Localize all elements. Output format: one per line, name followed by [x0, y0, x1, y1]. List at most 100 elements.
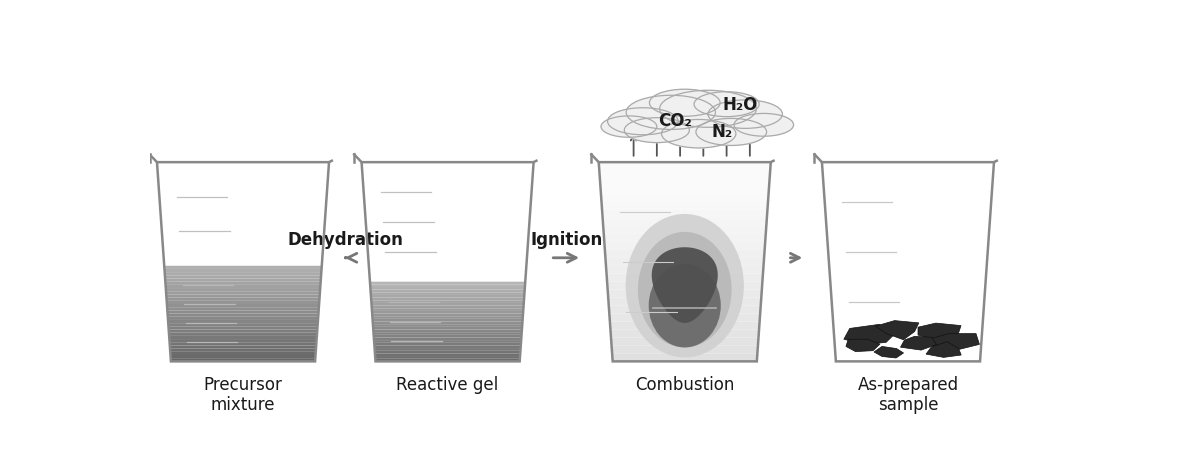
Polygon shape [166, 288, 320, 291]
Polygon shape [166, 291, 320, 294]
Polygon shape [612, 346, 758, 353]
Polygon shape [168, 326, 318, 329]
Polygon shape [900, 336, 936, 350]
Polygon shape [167, 298, 319, 301]
Polygon shape [605, 242, 766, 250]
Polygon shape [166, 279, 320, 282]
Polygon shape [164, 272, 322, 275]
Circle shape [601, 116, 656, 137]
Polygon shape [600, 178, 769, 186]
Polygon shape [374, 348, 521, 351]
Polygon shape [601, 202, 768, 210]
Polygon shape [371, 290, 524, 292]
Polygon shape [372, 305, 523, 308]
Text: CO₂: CO₂ [659, 112, 692, 130]
Polygon shape [607, 282, 762, 290]
Polygon shape [371, 295, 524, 298]
Circle shape [734, 114, 793, 136]
Polygon shape [372, 319, 523, 322]
Polygon shape [611, 337, 758, 346]
Polygon shape [374, 351, 521, 353]
Polygon shape [372, 314, 523, 316]
Polygon shape [164, 269, 322, 272]
Text: Combustion: Combustion [635, 376, 734, 394]
Polygon shape [610, 314, 760, 322]
Polygon shape [374, 353, 521, 356]
Circle shape [694, 92, 760, 116]
Polygon shape [608, 298, 761, 305]
Polygon shape [610, 322, 760, 329]
Polygon shape [170, 346, 316, 349]
Polygon shape [600, 186, 769, 194]
Circle shape [661, 120, 736, 148]
Polygon shape [373, 329, 522, 332]
Polygon shape [604, 234, 766, 242]
Ellipse shape [625, 214, 744, 358]
Polygon shape [374, 346, 521, 348]
Polygon shape [166, 285, 320, 288]
Circle shape [626, 95, 715, 129]
Polygon shape [170, 358, 316, 361]
Polygon shape [373, 335, 522, 337]
Polygon shape [606, 266, 763, 274]
Polygon shape [599, 170, 770, 178]
Polygon shape [370, 282, 526, 284]
Polygon shape [376, 356, 520, 359]
Polygon shape [601, 194, 768, 202]
Polygon shape [372, 316, 523, 319]
Polygon shape [164, 266, 322, 269]
Polygon shape [370, 284, 526, 287]
Polygon shape [606, 274, 763, 282]
Polygon shape [371, 300, 524, 303]
Polygon shape [602, 210, 768, 218]
Polygon shape [929, 334, 979, 349]
Text: Ignition: Ignition [530, 231, 602, 249]
Polygon shape [168, 320, 318, 323]
Polygon shape [373, 324, 522, 327]
Polygon shape [374, 340, 521, 343]
Polygon shape [168, 314, 318, 317]
Polygon shape [169, 329, 317, 333]
Polygon shape [371, 287, 524, 290]
Circle shape [708, 100, 782, 128]
Circle shape [607, 108, 678, 135]
Polygon shape [602, 218, 767, 226]
Polygon shape [169, 336, 317, 339]
Polygon shape [611, 329, 760, 337]
Polygon shape [604, 226, 767, 234]
Polygon shape [164, 275, 322, 279]
Polygon shape [612, 353, 757, 361]
Polygon shape [918, 323, 961, 340]
Ellipse shape [638, 232, 732, 347]
Polygon shape [372, 311, 523, 314]
Text: H₂O: H₂O [722, 96, 758, 114]
Polygon shape [169, 339, 317, 342]
Circle shape [649, 89, 720, 116]
Polygon shape [599, 162, 770, 170]
Text: As-prepared
sample: As-prepared sample [857, 376, 959, 414]
Polygon shape [874, 346, 904, 358]
Polygon shape [374, 343, 521, 346]
Polygon shape [652, 247, 718, 323]
Polygon shape [376, 359, 520, 361]
Polygon shape [167, 307, 319, 310]
Polygon shape [373, 322, 522, 324]
Polygon shape [167, 310, 319, 314]
Polygon shape [926, 342, 961, 358]
Text: N₂: N₂ [712, 123, 732, 141]
Polygon shape [876, 321, 919, 340]
Polygon shape [170, 349, 316, 352]
Polygon shape [167, 304, 319, 307]
Polygon shape [846, 339, 880, 352]
Ellipse shape [649, 264, 721, 347]
Circle shape [696, 118, 767, 146]
Polygon shape [608, 305, 761, 314]
Polygon shape [607, 290, 762, 298]
Polygon shape [371, 292, 524, 295]
Text: Dehydration: Dehydration [287, 231, 403, 249]
Polygon shape [168, 317, 318, 320]
Polygon shape [373, 332, 522, 335]
Polygon shape [167, 294, 319, 298]
Polygon shape [169, 342, 317, 346]
Polygon shape [170, 352, 316, 355]
